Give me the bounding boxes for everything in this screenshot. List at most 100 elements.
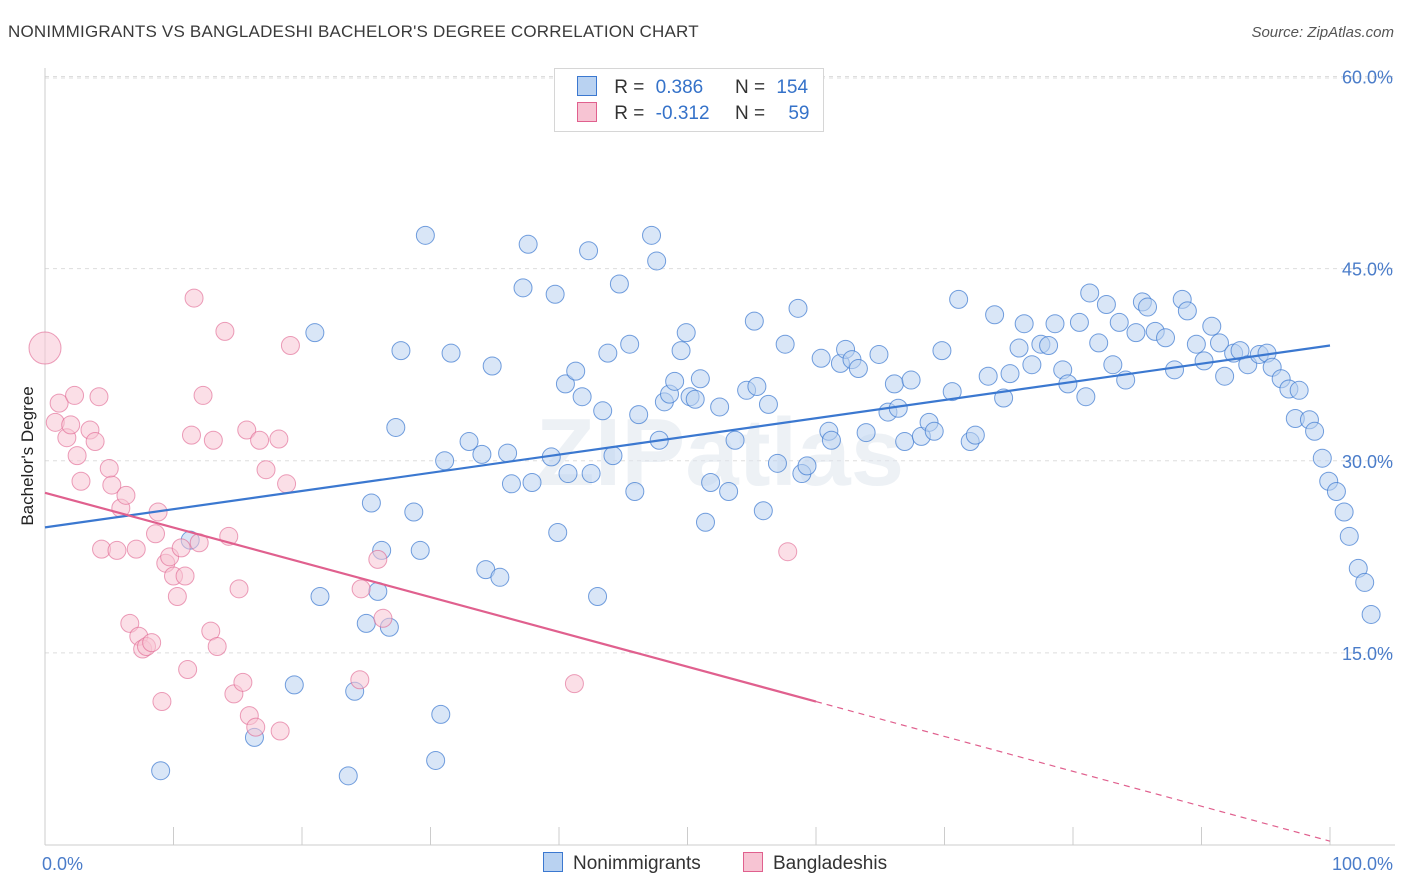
nonimmigrants-point (310, 587, 330, 607)
bangladeshis-point (246, 717, 266, 737)
bangladeshis-point (67, 446, 87, 466)
nonimmigrants-point (676, 323, 696, 343)
bangladeshis-point (233, 672, 253, 692)
bottom-legend-swatch-blue (543, 852, 563, 872)
nonimmigrants-point (555, 374, 575, 394)
source-label: Source: ZipAtlas.com (1251, 24, 1394, 41)
nonimmigrants-point (472, 444, 492, 464)
nonimmigrants-point (1215, 366, 1235, 386)
legend-n-label: N = (734, 77, 766, 98)
nonimmigrants-point (482, 356, 502, 376)
nonimmigrants-point (338, 766, 358, 786)
nonimmigrants-point (1339, 526, 1359, 546)
legend-swatch-blue (577, 76, 597, 96)
bottom-legend-label: Nonimmigrants (573, 853, 701, 874)
nonimmigrants-point (620, 334, 640, 354)
nonimmigrants-point (284, 675, 304, 695)
legend-n-value: 154 (776, 77, 809, 98)
nonimmigrants-point (797, 456, 817, 476)
bangladeshis-point (116, 485, 136, 505)
bangladeshis-point (280, 335, 300, 355)
bottom-legend-swatch-pink (743, 852, 763, 872)
legend-n-value: 59 (788, 103, 810, 124)
nonimmigrants-point (1126, 323, 1146, 343)
nonimmigrants-point (1355, 572, 1375, 592)
bangladeshis-point (207, 636, 227, 656)
nonimmigrants-point (788, 298, 808, 318)
nonimmigrants-point (1014, 314, 1034, 334)
bangladeshis-point (250, 430, 270, 450)
nonimmigrants-point (1305, 421, 1325, 441)
axes (44, 68, 1395, 846)
bangladeshis-point (229, 579, 249, 599)
nonimmigrants-point (513, 278, 533, 298)
stats-legend: R = 0.386 N = 154 R = -0.312 N = 59 (554, 68, 824, 132)
nonimmigrants-point (1080, 283, 1100, 303)
nonimmigrants-point (856, 423, 876, 443)
legend-row-nonimmigrants: R = 0.386 N = 154 (577, 76, 808, 100)
nonimmigrants-point (942, 382, 962, 402)
nonimmigrants-point (1326, 481, 1346, 501)
legend-swatch-pink (577, 102, 597, 122)
bangladeshis-point (171, 538, 191, 558)
bangladeshis-trend-extension (815, 700, 1331, 842)
trend-lines (44, 344, 1331, 842)
nonimmigrants-point (1089, 333, 1109, 353)
nonimmigrants-point (775, 334, 795, 354)
nonimmigrants-point (647, 251, 667, 271)
bangladeshis-point (102, 475, 122, 495)
nonimmigrants-point (386, 417, 406, 437)
bangladeshis-point (203, 430, 223, 450)
bangladeshis-point (184, 288, 204, 308)
bangladeshis-point (61, 415, 81, 435)
nonimmigrants-point (305, 323, 325, 343)
legend-r-label: R = (614, 77, 645, 98)
bangladeshis-point (351, 579, 371, 599)
nonimmigrants-point (901, 370, 921, 390)
bangladeshis-point (269, 429, 289, 449)
nonimmigrants-point (821, 430, 841, 450)
nonimmigrants-point (701, 473, 721, 493)
nonimmigrants-point (1138, 297, 1158, 317)
y-tick-labels: 15.0% 30.0% 45.0% 60.0% (1342, 68, 1393, 664)
nonimmigrants-point (426, 750, 446, 770)
bangladeshis-point (237, 420, 257, 440)
nonimmigrants-point (1177, 301, 1197, 321)
bangladeshis-point (71, 471, 91, 491)
nonimmigrants-point (501, 474, 521, 494)
nonimmigrants-point (410, 540, 430, 560)
nonimmigrants-point (1076, 387, 1096, 407)
nonimmigrants-point (566, 361, 586, 381)
bangladeshis-point (350, 670, 370, 690)
nonimmigrants-point (1165, 360, 1185, 380)
y-tick-label: 45.0% (1342, 260, 1393, 280)
nonimmigrants-point (603, 446, 623, 466)
x-tick-label: 0.0% (42, 854, 83, 874)
bangladeshis-point (152, 692, 172, 712)
bottom-legend-bangladeshis: Bangladeshis (743, 852, 887, 875)
nonimmigrants-point (671, 341, 691, 361)
nonimmigrants-point (415, 225, 435, 245)
nonimmigrants-point (642, 225, 662, 245)
nonimmigrants-point (1209, 333, 1229, 353)
nonimmigrants-point (949, 289, 969, 309)
nonimmigrants-point (609, 274, 629, 294)
bangladeshis-point (778, 542, 798, 562)
bottom-legend-label: Bangladeshis (773, 853, 888, 874)
legend-row-bangladeshis: R = -0.312 N = 59 (577, 102, 809, 126)
nonimmigrants-point (490, 567, 510, 587)
nonimmigrants-point (1186, 334, 1206, 354)
nonimmigrants-point (522, 473, 542, 493)
nonimmigrants-point (685, 389, 705, 409)
nonimmigrants-point (978, 366, 998, 386)
nonimmigrants-point (629, 405, 649, 425)
bangladeshis-point (256, 460, 276, 480)
nonimmigrants-point (404, 502, 424, 522)
nonimmigrants-point (1194, 351, 1214, 371)
nonimmigrants-point (710, 397, 730, 417)
bangladeshis-point (215, 321, 235, 341)
nonimmigrants-point (1069, 312, 1089, 332)
nonimmigrants-point (895, 432, 915, 452)
x-tick-labels: 0.0% 100.0% (42, 854, 1393, 874)
y-axis-label: Bachelor's Degree (18, 386, 37, 525)
